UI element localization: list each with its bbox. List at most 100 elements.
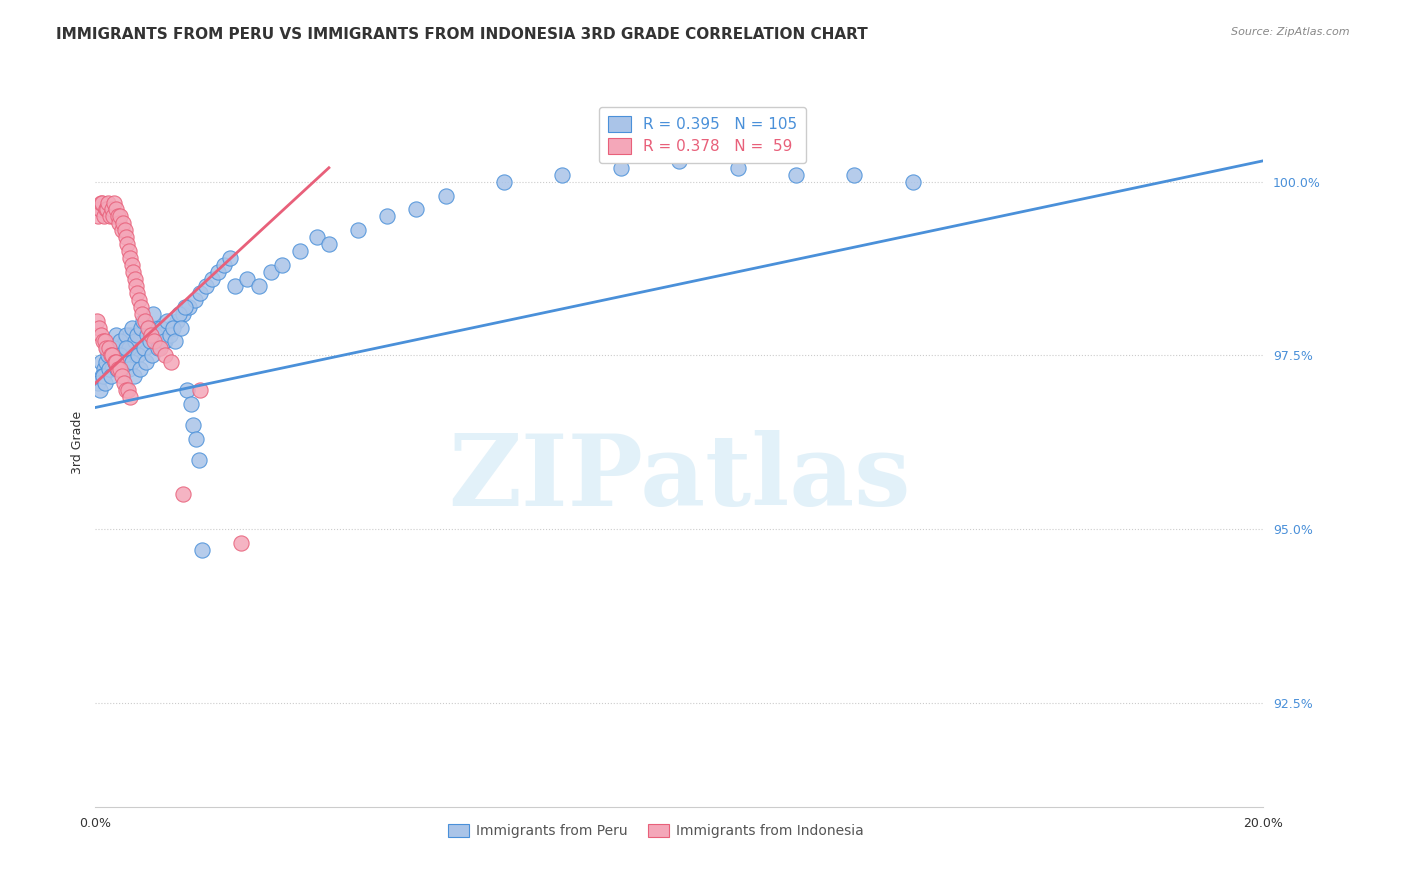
Point <box>107 355 129 369</box>
Point <box>90 355 112 369</box>
Point <box>155 348 177 362</box>
Point <box>127 285 149 300</box>
Point <box>190 383 212 397</box>
Point <box>181 417 204 432</box>
Point <box>186 432 208 446</box>
Point <box>117 362 139 376</box>
Point <box>155 334 177 349</box>
Point <box>112 348 135 362</box>
Point <box>347 223 370 237</box>
Point <box>129 362 152 376</box>
Point <box>110 348 132 362</box>
Point <box>124 334 146 349</box>
Point <box>111 355 134 369</box>
Point <box>132 313 155 327</box>
Point <box>114 223 136 237</box>
Point <box>111 369 134 384</box>
Point <box>135 327 157 342</box>
Point <box>114 230 136 244</box>
Point <box>100 348 122 362</box>
Point <box>127 327 149 342</box>
Point <box>136 320 159 334</box>
Point <box>180 397 202 411</box>
Point <box>111 348 134 362</box>
Point <box>494 175 516 189</box>
Point <box>112 376 135 391</box>
Point <box>148 327 170 342</box>
Point <box>138 320 160 334</box>
Point <box>195 279 218 293</box>
Point <box>108 210 131 224</box>
Point <box>94 376 117 391</box>
Point <box>114 327 136 342</box>
Point <box>107 342 129 356</box>
Point <box>86 313 108 327</box>
Point <box>173 300 195 314</box>
Point <box>100 202 122 217</box>
Point <box>111 223 134 237</box>
Point <box>87 210 110 224</box>
Point <box>134 313 156 327</box>
Point <box>112 216 135 230</box>
Point <box>120 251 142 265</box>
Point <box>170 320 193 334</box>
Point <box>122 348 145 362</box>
Point <box>259 265 281 279</box>
Point <box>162 320 184 334</box>
Point <box>785 168 807 182</box>
Point <box>231 536 253 550</box>
Point <box>141 348 163 362</box>
Text: Source: ZipAtlas.com: Source: ZipAtlas.com <box>1232 27 1350 37</box>
Point <box>177 300 200 314</box>
Point <box>190 285 212 300</box>
Point <box>166 313 188 327</box>
Point <box>110 362 132 376</box>
Point <box>167 307 190 321</box>
Point <box>187 452 209 467</box>
Point <box>97 195 120 210</box>
Point <box>115 383 138 397</box>
Point <box>115 342 138 356</box>
Point <box>89 202 111 217</box>
Point <box>94 202 117 217</box>
Point <box>121 258 143 272</box>
Point <box>146 342 169 356</box>
Point <box>128 293 150 307</box>
Point <box>610 161 633 175</box>
Point <box>134 342 156 356</box>
Point <box>118 390 141 404</box>
Point <box>172 487 194 501</box>
Point <box>118 244 141 259</box>
Legend: Immigrants from Peru, Immigrants from Indonesia: Immigrants from Peru, Immigrants from In… <box>443 819 869 844</box>
Point <box>375 210 398 224</box>
Point <box>98 210 121 224</box>
Point <box>91 369 114 384</box>
Point <box>117 237 139 252</box>
Point <box>108 334 131 349</box>
Point <box>93 362 115 376</box>
Point <box>318 237 340 252</box>
Point <box>97 342 120 356</box>
Point <box>103 342 125 356</box>
Point <box>107 210 129 224</box>
Point <box>97 362 120 376</box>
Point <box>156 313 179 327</box>
Point <box>122 265 145 279</box>
Point <box>87 376 110 391</box>
Text: ZIPatlas: ZIPatlas <box>449 430 911 527</box>
Point <box>98 348 121 362</box>
Point <box>139 327 162 342</box>
Point <box>142 334 165 349</box>
Point <box>901 175 924 189</box>
Point <box>727 161 749 175</box>
Point <box>160 320 183 334</box>
Point <box>118 342 141 356</box>
Point <box>139 334 162 349</box>
Point <box>138 334 160 349</box>
Point <box>127 348 149 362</box>
Point <box>104 355 127 369</box>
Point <box>100 369 122 384</box>
Point <box>96 342 118 356</box>
Point <box>101 348 124 362</box>
Point <box>96 202 118 217</box>
